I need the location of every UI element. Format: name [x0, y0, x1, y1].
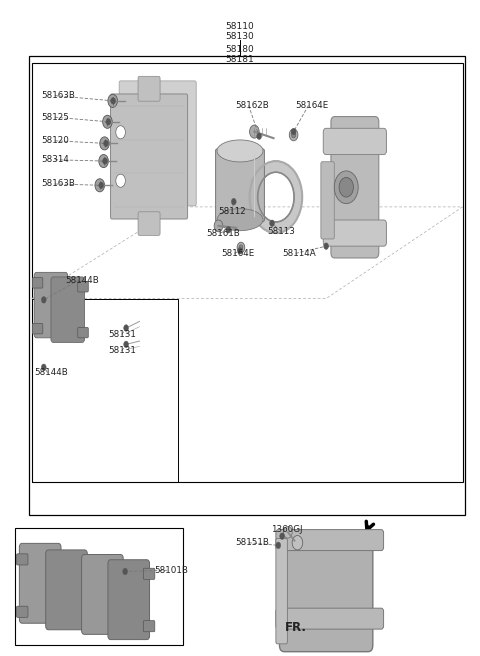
- Circle shape: [231, 198, 236, 205]
- Circle shape: [41, 297, 46, 303]
- FancyBboxPatch shape: [34, 272, 68, 338]
- Circle shape: [226, 226, 231, 233]
- Circle shape: [111, 98, 116, 104]
- FancyBboxPatch shape: [78, 281, 88, 292]
- Circle shape: [103, 115, 112, 129]
- Circle shape: [100, 137, 109, 150]
- Circle shape: [123, 568, 128, 575]
- Circle shape: [116, 126, 125, 139]
- Bar: [29, 56, 465, 514]
- FancyBboxPatch shape: [323, 129, 386, 155]
- Text: 58181: 58181: [226, 55, 254, 64]
- FancyBboxPatch shape: [32, 323, 43, 334]
- FancyBboxPatch shape: [276, 608, 384, 629]
- FancyBboxPatch shape: [78, 327, 88, 338]
- Text: 58120: 58120: [41, 136, 69, 145]
- FancyBboxPatch shape: [119, 81, 196, 206]
- FancyBboxPatch shape: [32, 277, 43, 288]
- Text: 58144B: 58144B: [65, 276, 99, 285]
- Text: 58101B: 58101B: [154, 565, 188, 575]
- Circle shape: [214, 220, 223, 232]
- Text: 58161B: 58161B: [206, 228, 240, 237]
- FancyBboxPatch shape: [16, 606, 28, 617]
- Circle shape: [104, 140, 108, 147]
- Circle shape: [41, 364, 46, 371]
- Text: 58162B: 58162B: [235, 101, 269, 110]
- Text: 58144B: 58144B: [34, 368, 68, 377]
- Circle shape: [237, 242, 245, 253]
- FancyBboxPatch shape: [138, 76, 160, 101]
- Circle shape: [276, 542, 281, 548]
- Circle shape: [108, 94, 118, 108]
- FancyBboxPatch shape: [323, 220, 386, 246]
- Circle shape: [250, 125, 259, 138]
- FancyBboxPatch shape: [276, 539, 288, 644]
- Text: 58163B: 58163B: [41, 91, 75, 100]
- Text: FR.: FR.: [285, 621, 307, 634]
- Text: 58164E: 58164E: [221, 249, 254, 258]
- Circle shape: [239, 245, 243, 250]
- Text: 58114A: 58114A: [282, 249, 316, 258]
- FancyBboxPatch shape: [16, 554, 28, 565]
- Bar: [32, 63, 463, 482]
- Circle shape: [103, 158, 108, 165]
- Circle shape: [95, 178, 105, 192]
- FancyBboxPatch shape: [46, 550, 87, 630]
- FancyBboxPatch shape: [279, 531, 373, 651]
- Circle shape: [124, 341, 129, 348]
- FancyBboxPatch shape: [138, 212, 160, 236]
- Text: 58125: 58125: [41, 113, 69, 122]
- FancyBboxPatch shape: [216, 149, 264, 222]
- FancyBboxPatch shape: [108, 560, 150, 640]
- Text: 58314: 58314: [41, 155, 69, 164]
- Circle shape: [291, 129, 296, 135]
- FancyBboxPatch shape: [51, 277, 84, 342]
- Bar: [32, 298, 178, 482]
- Circle shape: [238, 247, 242, 254]
- Circle shape: [284, 526, 292, 538]
- Circle shape: [292, 535, 303, 550]
- Circle shape: [270, 220, 275, 226]
- Circle shape: [291, 132, 296, 138]
- Bar: [15, 527, 182, 646]
- Text: 58130: 58130: [226, 32, 254, 41]
- Text: 1360GJ: 1360GJ: [271, 525, 302, 534]
- Text: 58180: 58180: [226, 45, 254, 54]
- Text: 58163B: 58163B: [41, 180, 75, 188]
- Text: 58112: 58112: [218, 207, 246, 216]
- FancyBboxPatch shape: [144, 568, 155, 579]
- FancyBboxPatch shape: [110, 94, 188, 219]
- Ellipse shape: [217, 140, 263, 162]
- FancyBboxPatch shape: [19, 543, 61, 623]
- Text: 58131: 58131: [108, 346, 136, 356]
- FancyBboxPatch shape: [276, 529, 384, 550]
- Circle shape: [257, 133, 262, 140]
- FancyBboxPatch shape: [144, 621, 155, 632]
- Circle shape: [124, 325, 129, 331]
- Circle shape: [334, 171, 358, 203]
- Text: 58151B: 58151B: [235, 538, 269, 547]
- FancyBboxPatch shape: [82, 554, 123, 634]
- Text: 58113: 58113: [267, 226, 295, 236]
- Text: 58164E: 58164E: [295, 101, 328, 110]
- FancyBboxPatch shape: [321, 162, 334, 239]
- Circle shape: [289, 129, 298, 141]
- Text: 58131: 58131: [108, 330, 136, 339]
- FancyBboxPatch shape: [331, 117, 379, 258]
- Circle shape: [280, 533, 285, 539]
- Circle shape: [99, 182, 104, 188]
- Circle shape: [106, 119, 111, 125]
- Circle shape: [324, 243, 328, 249]
- Ellipse shape: [217, 209, 263, 231]
- Circle shape: [99, 155, 108, 168]
- Circle shape: [116, 174, 125, 187]
- Text: 58110: 58110: [226, 22, 254, 31]
- Circle shape: [339, 177, 353, 197]
